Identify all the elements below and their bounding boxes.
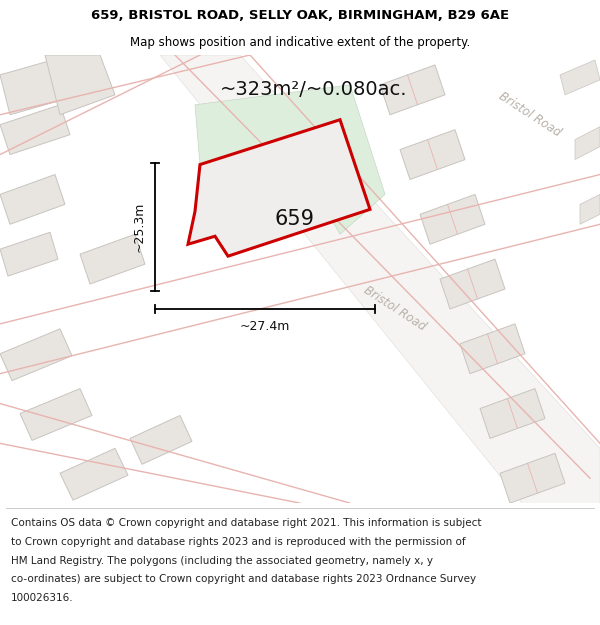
Polygon shape	[420, 194, 485, 244]
Polygon shape	[60, 448, 128, 500]
Text: ~25.3m: ~25.3m	[133, 202, 146, 252]
Polygon shape	[380, 65, 445, 115]
Text: Bristol Road: Bristol Road	[362, 284, 428, 334]
Text: 659, BRISTOL ROAD, SELLY OAK, BIRMINGHAM, B29 6AE: 659, BRISTOL ROAD, SELLY OAK, BIRMINGHAM…	[91, 9, 509, 22]
Polygon shape	[560, 60, 600, 95]
Polygon shape	[580, 194, 600, 224]
Text: 100026316.: 100026316.	[11, 593, 73, 603]
Polygon shape	[480, 389, 545, 438]
Text: Map shows position and indicative extent of the property.: Map shows position and indicative extent…	[130, 36, 470, 49]
Text: Bristol Road: Bristol Road	[497, 90, 563, 139]
Polygon shape	[45, 55, 115, 115]
Polygon shape	[460, 324, 525, 374]
Polygon shape	[500, 453, 565, 503]
Polygon shape	[575, 127, 600, 159]
Text: HM Land Registry. The polygons (including the associated geometry, namely x, y: HM Land Registry. The polygons (includin…	[11, 556, 433, 566]
Text: Contains OS data © Crown copyright and database right 2021. This information is : Contains OS data © Crown copyright and d…	[11, 518, 481, 528]
Polygon shape	[0, 232, 58, 276]
Polygon shape	[400, 129, 465, 179]
Polygon shape	[130, 416, 192, 464]
Polygon shape	[0, 55, 80, 115]
Polygon shape	[195, 85, 385, 234]
Text: ~323m²/~0.080ac.: ~323m²/~0.080ac.	[220, 81, 407, 99]
Polygon shape	[215, 110, 300, 184]
Polygon shape	[20, 389, 92, 441]
Text: to Crown copyright and database rights 2023 and is reproduced with the permissio: to Crown copyright and database rights 2…	[11, 537, 466, 547]
Text: 659: 659	[275, 209, 315, 229]
Polygon shape	[188, 120, 370, 256]
Text: co-ordinates) are subject to Crown copyright and database rights 2023 Ordnance S: co-ordinates) are subject to Crown copyr…	[11, 574, 476, 584]
Polygon shape	[0, 329, 72, 381]
Text: ~27.4m: ~27.4m	[240, 321, 290, 333]
Polygon shape	[0, 174, 65, 224]
Polygon shape	[0, 105, 70, 154]
Polygon shape	[160, 55, 600, 513]
Polygon shape	[80, 234, 145, 284]
Polygon shape	[440, 259, 505, 309]
